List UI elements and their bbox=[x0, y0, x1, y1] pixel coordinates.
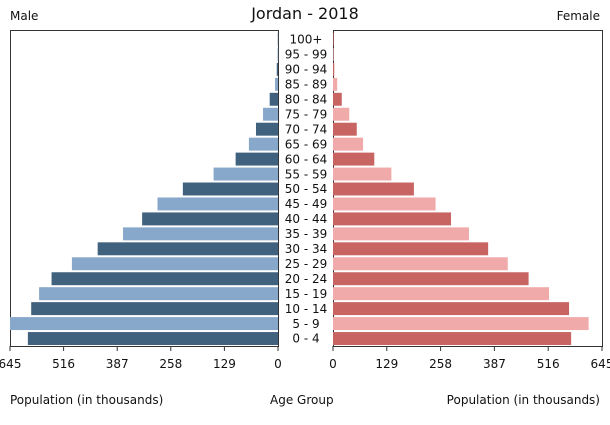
female-bar-0-4 bbox=[333, 332, 572, 345]
age-label-45-49: 45 - 49 bbox=[285, 197, 328, 211]
male-tick-label: 516 bbox=[52, 357, 75, 371]
age-axis-title: Age Group bbox=[270, 393, 334, 407]
female-side-label: Female bbox=[556, 9, 600, 23]
age-label-85-89: 85 - 89 bbox=[285, 78, 328, 92]
male-bar-85-89 bbox=[275, 77, 278, 91]
age-label-90-94: 90 - 94 bbox=[285, 63, 328, 77]
age-label-30-34: 30 - 34 bbox=[285, 242, 328, 256]
male-bar-60-64 bbox=[235, 152, 278, 166]
female-tick-label: 516 bbox=[537, 357, 560, 371]
female-bar-10-14 bbox=[333, 302, 570, 316]
male-tick-label: 645 bbox=[0, 357, 21, 371]
female-bar-15-19 bbox=[333, 287, 550, 301]
age-label-5-9: 5 - 9 bbox=[292, 317, 319, 331]
male-axis-ticks: 0 129 258 387 516 645 bbox=[0, 346, 282, 371]
female-tick-label: 645 bbox=[591, 357, 610, 371]
female-axis-title: Population (in thousands) bbox=[446, 393, 600, 407]
male-bar-35-39 bbox=[123, 227, 279, 241]
age-label-55-59: 55 - 59 bbox=[285, 167, 328, 181]
male-bar-75-79 bbox=[263, 107, 278, 121]
female-bar-75-79 bbox=[333, 107, 350, 121]
age-label-40-44: 40 - 44 bbox=[285, 212, 328, 226]
age-label-50-54: 50 - 54 bbox=[285, 182, 328, 196]
age-label-80-84: 80 - 84 bbox=[285, 92, 328, 106]
age-label-0-4: 0 - 4 bbox=[292, 332, 319, 346]
male-bars bbox=[10, 33, 279, 345]
male-bar-65-69 bbox=[248, 137, 278, 151]
female-tick-label: 129 bbox=[375, 357, 398, 371]
female-bar-40-44 bbox=[333, 212, 452, 226]
female-bar-65-69 bbox=[333, 137, 364, 151]
male-tick-label: 129 bbox=[213, 357, 236, 371]
age-label-60-64: 60 - 64 bbox=[285, 152, 328, 166]
age-label-65-69: 65 - 69 bbox=[285, 137, 328, 151]
age-label-15-19: 15 - 19 bbox=[285, 287, 328, 301]
male-plot-frame bbox=[10, 30, 279, 347]
female-bar-30-34 bbox=[333, 242, 489, 256]
male-tick-label: 258 bbox=[159, 357, 182, 371]
age-label-25-29: 25 - 29 bbox=[285, 257, 328, 271]
female-bar-80-84 bbox=[333, 92, 342, 106]
male-bar-10-14 bbox=[31, 302, 278, 316]
male-bar-45-49 bbox=[157, 197, 278, 211]
female-bar-25-29 bbox=[333, 257, 508, 271]
age-label-20-24: 20 - 24 bbox=[285, 272, 328, 286]
male-bar-25-29 bbox=[71, 257, 278, 271]
male-bar-50-54 bbox=[182, 182, 278, 196]
male-bar-20-24 bbox=[51, 272, 278, 286]
male-tick-label: 0 bbox=[274, 357, 282, 371]
female-tick-label: 258 bbox=[429, 357, 452, 371]
male-bar-15-19 bbox=[39, 287, 279, 301]
female-bar-95-99 bbox=[333, 47, 334, 61]
male-bar-40-44 bbox=[142, 212, 278, 226]
male-tick-label: 387 bbox=[106, 357, 129, 371]
male-bar-30-34 bbox=[97, 242, 278, 256]
male-side-label: Male bbox=[10, 9, 39, 23]
female-bar-50-54 bbox=[333, 182, 414, 196]
age-label-70-74: 70 - 74 bbox=[285, 122, 328, 136]
age-label-100plus: 100+ bbox=[290, 33, 323, 47]
male-bar-90-94 bbox=[276, 62, 278, 76]
female-axis-ticks: 0 129 258 387 516 645 bbox=[329, 346, 610, 371]
male-bar-0-4 bbox=[27, 332, 279, 345]
female-bar-55-59 bbox=[333, 167, 392, 181]
chart-title: Jordan - 2018 bbox=[251, 4, 359, 23]
age-label-75-79: 75 - 79 bbox=[285, 107, 328, 121]
male-bar-100plus bbox=[277, 33, 279, 46]
female-bar-5-9 bbox=[333, 317, 589, 331]
male-bar-95-99 bbox=[277, 47, 279, 61]
age-label-95-99: 95 - 99 bbox=[285, 48, 328, 62]
female-tick-label: 387 bbox=[483, 357, 506, 371]
female-tick-label: 0 bbox=[329, 357, 337, 371]
female-bar-70-74 bbox=[333, 122, 357, 136]
age-label-10-14: 10 - 14 bbox=[285, 302, 328, 316]
male-bar-70-74 bbox=[255, 122, 278, 136]
female-bar-35-39 bbox=[333, 227, 469, 241]
female-bar-100plus bbox=[333, 33, 334, 46]
male-bar-55-59 bbox=[213, 167, 278, 181]
female-bar-90-94 bbox=[333, 62, 335, 76]
female-bar-20-24 bbox=[333, 272, 529, 286]
female-bar-45-49 bbox=[333, 197, 436, 211]
female-bar-60-64 bbox=[333, 152, 375, 166]
age-label-35-39: 35 - 39 bbox=[285, 227, 328, 241]
male-bar-5-9 bbox=[10, 317, 278, 331]
male-bar-80-84 bbox=[269, 92, 278, 106]
female-bar-85-89 bbox=[333, 77, 338, 91]
male-axis-title: Population (in thousands) bbox=[10, 393, 164, 407]
female-bars bbox=[333, 33, 589, 345]
